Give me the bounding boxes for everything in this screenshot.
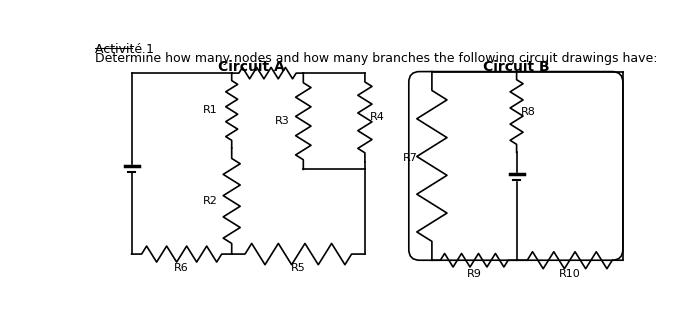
Text: R8: R8: [522, 107, 536, 117]
Text: Activité 1: Activité 1: [95, 43, 155, 56]
Text: R4: R4: [370, 112, 384, 122]
Text: R9: R9: [467, 269, 482, 280]
Text: Circuit A: Circuit A: [218, 60, 284, 74]
Text: R5: R5: [291, 263, 306, 273]
Text: R10: R10: [559, 269, 580, 280]
Text: R6: R6: [174, 263, 189, 273]
Text: R1: R1: [203, 106, 218, 115]
Text: R3: R3: [274, 116, 290, 126]
Text: R7: R7: [403, 153, 418, 163]
Text: R2: R2: [203, 196, 218, 206]
Text: Circuit B: Circuit B: [483, 60, 550, 74]
Text: Determine how many nodes and how many branches the following circuit drawings ha: Determine how many nodes and how many br…: [95, 52, 658, 64]
